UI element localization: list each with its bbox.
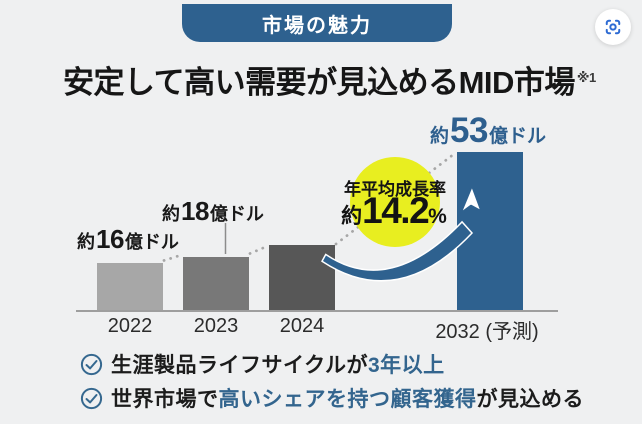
bar-2032-forecast	[457, 152, 523, 311]
bar-2024	[269, 245, 335, 311]
bullet-text-highlight: 高いシェアを持つ顧客獲得	[218, 388, 477, 411]
bullet-text-plain: 世界市場で	[111, 388, 219, 411]
x-tick-2024: 2024	[279, 315, 325, 337]
growth-number: 14.2	[362, 190, 430, 231]
growth-prefix: 約	[341, 205, 363, 228]
bullet-text-plain: が見込める	[476, 388, 584, 411]
section-badge-label: 市場の魅力	[262, 14, 372, 37]
growth-suffix: %	[428, 205, 447, 228]
bullet-text: 生涯製品ライフサイクルが3年以上	[111, 349, 445, 379]
x-tick-2023: 2023	[193, 315, 239, 337]
growth-rate-value: 約 14.2%	[331, 192, 457, 229]
bar-value-label-2022: 約 16 億ドル	[77, 226, 179, 252]
x-tick-2022: 2022	[107, 315, 153, 337]
bullet-text-highlight: 3年以上	[367, 354, 445, 377]
value-prefix: 約	[430, 126, 450, 147]
x-tick-2032-forecast: 2032 (予測)	[435, 321, 539, 343]
check-circle-icon	[80, 387, 103, 409]
scan-icon	[605, 19, 621, 35]
value-number: 18	[181, 196, 209, 226]
value-prefix: 約	[77, 232, 95, 252]
x-axis-line	[76, 310, 558, 312]
value-number: 53	[450, 111, 488, 150]
dotted-link-2023-2024	[248, 244, 271, 255]
bar-value-label-2023: 約 18 億ドル	[162, 198, 264, 224]
bullet-product-lifecycle: 生涯製品ライフサイクルが3年以上	[80, 349, 445, 379]
bullet-global-share: 世界市場で高いシェアを持つ顧客獲得が見込める	[80, 383, 584, 413]
title-footnote-marker: ※1	[576, 69, 596, 85]
value-unit: 億ドル	[124, 232, 179, 252]
capture-button[interactable]	[595, 9, 631, 45]
bar-2022	[97, 263, 163, 311]
check-circle-icon	[80, 353, 103, 375]
bullet-text-plain: 生涯製品ライフサイクルが	[111, 354, 368, 377]
growth-rate-title: 年平均成長率	[344, 180, 446, 199]
value-unit: 億ドル	[488, 126, 546, 147]
page-title-text: 安定して高い需要が見込めるMID市場	[63, 65, 575, 100]
bar-value-label-2032: 約 53 億ドル	[430, 113, 546, 148]
value-unit: 億ドル	[209, 204, 264, 224]
bar-2023	[183, 257, 249, 311]
section-badge: 市場の魅力	[182, 4, 452, 42]
value-prefix: 約	[162, 204, 180, 224]
value-number: 16	[96, 224, 124, 254]
dotted-link-2022-2023	[162, 253, 185, 262]
page-title: 安定して高い需要が見込めるMID市場 ※1	[63, 57, 596, 102]
bullet-text: 世界市場で高いシェアを持つ顧客獲得が見込める	[111, 383, 584, 413]
